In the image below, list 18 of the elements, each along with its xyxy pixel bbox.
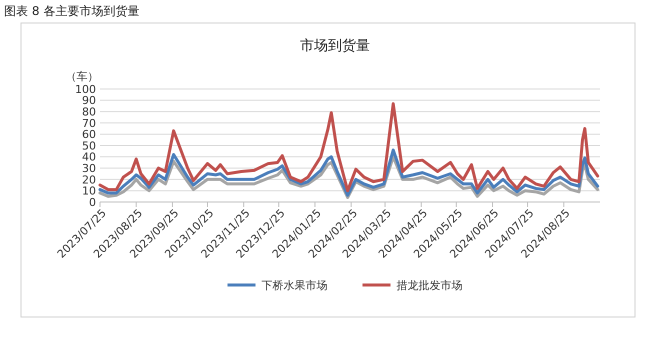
- legend-label: 措龙批发市场: [396, 278, 462, 292]
- chart-title: 市场到货量: [300, 38, 370, 54]
- text: 图表 8 各主要市场到货量: [4, 4, 140, 18]
- y-tick-label: 20: [82, 173, 96, 186]
- y-tick-label: 10: [82, 184, 96, 198]
- line-series: [98, 102, 600, 192]
- y-tick-label: 80: [82, 105, 96, 118]
- y-tick-label: 90: [82, 94, 96, 108]
- y-tick-label: 100: [75, 82, 96, 96]
- y-axis-title: （车）: [66, 70, 98, 83]
- y-tick-label: 40: [82, 150, 96, 164]
- y-tick-label: 60: [82, 128, 96, 142]
- y-tick-label: 30: [82, 162, 96, 175]
- line-series: [98, 148, 600, 197]
- y-tick-label: 50: [82, 139, 96, 152]
- y-tick-label: 0: [89, 196, 96, 209]
- y-tick-label: 70: [82, 116, 96, 130]
- legend-label: 下桥水果市场: [262, 278, 328, 292]
